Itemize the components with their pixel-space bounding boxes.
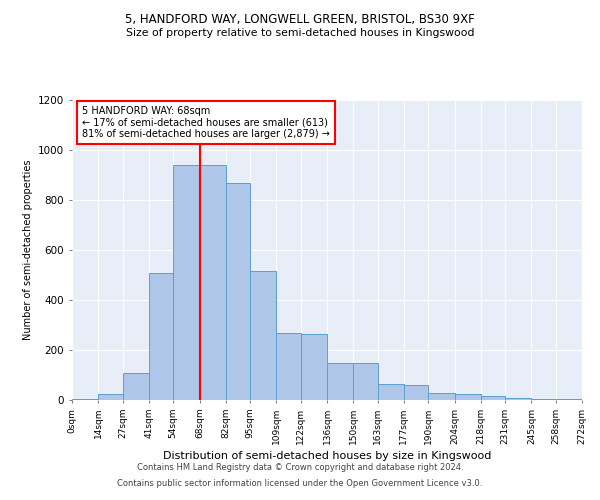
Text: 5, HANDFORD WAY, LONGWELL GREEN, BRISTOL, BS30 9XF: 5, HANDFORD WAY, LONGWELL GREEN, BRISTOL… bbox=[125, 12, 475, 26]
Bar bbox=[199, 165, 226, 400]
Text: Contains public sector information licensed under the Open Government Licence v3: Contains public sector information licen… bbox=[118, 478, 482, 488]
Bar bbox=[455, 394, 481, 400]
Bar bbox=[149, 272, 173, 400]
Bar bbox=[122, 372, 149, 400]
Y-axis label: Number of semi-detached properties: Number of semi-detached properties bbox=[23, 160, 32, 340]
Bar bbox=[353, 362, 377, 400]
Bar bbox=[505, 398, 532, 400]
Bar bbox=[72, 399, 98, 400]
Bar bbox=[250, 271, 277, 400]
Bar bbox=[481, 396, 505, 400]
Bar bbox=[428, 393, 455, 400]
X-axis label: Distribution of semi-detached houses by size in Kingswood: Distribution of semi-detached houses by … bbox=[163, 451, 491, 461]
Bar bbox=[404, 385, 428, 400]
Bar bbox=[226, 182, 250, 400]
Bar bbox=[556, 399, 582, 400]
Bar bbox=[327, 362, 353, 400]
Bar bbox=[277, 332, 301, 400]
Bar bbox=[532, 399, 556, 400]
Text: 5 HANDFORD WAY: 68sqm
← 17% of semi-detached houses are smaller (613)
81% of sem: 5 HANDFORD WAY: 68sqm ← 17% of semi-deta… bbox=[82, 106, 330, 139]
Bar bbox=[98, 394, 122, 400]
Bar bbox=[377, 384, 404, 400]
Text: Contains HM Land Registry data © Crown copyright and database right 2024.: Contains HM Land Registry data © Crown c… bbox=[137, 464, 463, 472]
Text: Size of property relative to semi-detached houses in Kingswood: Size of property relative to semi-detach… bbox=[126, 28, 474, 38]
Bar bbox=[173, 165, 199, 400]
Bar bbox=[301, 334, 327, 400]
